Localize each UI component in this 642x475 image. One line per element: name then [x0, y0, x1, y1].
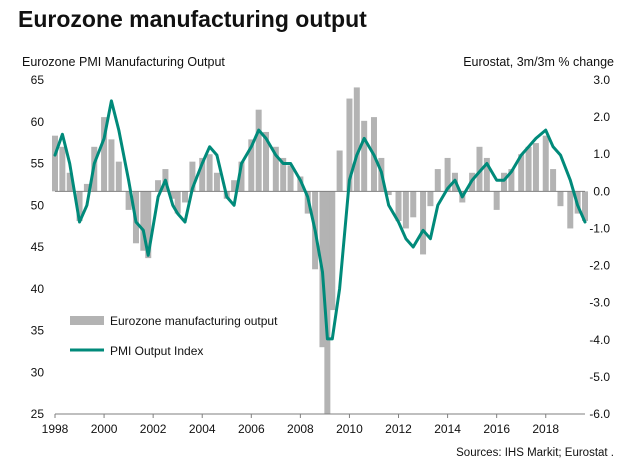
- left-tick-label: 65: [31, 73, 45, 87]
- output-bar: [329, 191, 336, 311]
- output-bar: [231, 180, 238, 192]
- left-tick-label: 40: [31, 282, 45, 296]
- output-bar: [402, 191, 409, 229]
- right-tick-label: -1.0: [589, 221, 610, 235]
- output-bar: [263, 131, 270, 192]
- output-bar: [361, 120, 368, 192]
- right-tick-label: 2.0: [593, 110, 610, 124]
- output-bar: [567, 191, 574, 229]
- right-tick-label: 1.0: [593, 147, 610, 161]
- legend-line-label: PMI Output Index: [110, 344, 203, 358]
- right-tick-label: -4.0: [589, 333, 610, 347]
- output-bar: [280, 157, 287, 192]
- right-tick-label: 3.0: [593, 73, 610, 87]
- x-tick-label: 2012: [385, 422, 412, 436]
- output-bar: [493, 191, 500, 210]
- output-bar: [434, 169, 441, 192]
- left-tick-label: 60: [31, 115, 45, 129]
- output-bar: [385, 191, 392, 196]
- x-tick-label: 2000: [91, 422, 118, 436]
- x-tick-label: 2002: [140, 422, 167, 436]
- pmi-line: [53, 99, 587, 341]
- output-bar: [59, 146, 66, 192]
- output-bar: [550, 169, 557, 192]
- output-bar: [287, 165, 294, 192]
- x-tick-label: 2016: [483, 422, 510, 436]
- output-bar: [248, 139, 255, 192]
- output-bar: [518, 154, 525, 192]
- output-bar: [238, 161, 245, 192]
- output-bar: [582, 191, 588, 222]
- output-bar: [501, 172, 508, 192]
- output-bar: [76, 191, 83, 222]
- output-bar: [174, 191, 181, 214]
- output-bar: [353, 87, 360, 192]
- output-bar: [346, 98, 353, 192]
- x-tick-label: 2008: [287, 422, 314, 436]
- output-bar: [525, 146, 532, 192]
- output-bar: [108, 139, 115, 192]
- output-bar: [66, 172, 73, 192]
- output-bar: [557, 191, 564, 207]
- output-bar: [115, 161, 122, 192]
- output-bar: [532, 143, 539, 192]
- right-tick-label: -5.0: [589, 370, 610, 384]
- legend-bar-label: Eurozone manufacturing output: [110, 314, 278, 328]
- x-tick-label: 2006: [238, 422, 265, 436]
- x-tick-label: 2004: [189, 422, 216, 436]
- output-bar: [155, 180, 162, 192]
- left-axis-label: Eurozone PMI Manufacturing Output: [22, 55, 225, 69]
- x-tick-label: 2010: [336, 422, 363, 436]
- output-bar: [324, 191, 331, 414]
- output-bar: [52, 135, 58, 192]
- output-bar: [83, 183, 90, 192]
- source-note: Sources: IHS Markit; Eurostat .: [456, 447, 614, 459]
- right-tick-label: 0.0: [593, 184, 610, 198]
- right-tick-label: -2.0: [589, 259, 610, 273]
- output-bar: [542, 135, 549, 192]
- output-bar: [213, 172, 220, 192]
- output-bar: [145, 191, 152, 259]
- legend-bar-swatch: [70, 316, 104, 325]
- x-tick-label: 2018: [532, 422, 559, 436]
- output-bar: [420, 191, 427, 255]
- left-tick-label: 35: [31, 324, 45, 338]
- output-bar: [255, 109, 262, 192]
- left-tick-label: 55: [31, 157, 45, 171]
- output-bar: [101, 117, 108, 192]
- output-bar: [169, 191, 176, 199]
- output-bar: [410, 191, 417, 218]
- output-bar: [182, 191, 189, 203]
- output-bar: [206, 154, 213, 192]
- left-tick-label: 25: [31, 407, 45, 421]
- right-tick-label: -3.0: [589, 296, 610, 310]
- output-bar: [140, 191, 147, 251]
- left-tick-label: 50: [31, 198, 45, 212]
- output-bar: [483, 157, 490, 192]
- left-tick-label: 30: [31, 365, 45, 379]
- right-axis-label: Eurostat, 3m/3m % change: [463, 55, 614, 69]
- x-tick-label: 1998: [42, 422, 69, 436]
- left-tick-label: 45: [31, 240, 45, 254]
- right-tick-label: -6.0: [589, 407, 610, 421]
- output-bar: [395, 191, 402, 222]
- output-bar: [444, 157, 451, 192]
- output-bar: [189, 161, 196, 192]
- chart-title: Eurozone manufacturing output: [18, 6, 367, 32]
- output-bar: [508, 169, 515, 192]
- output-bar: [199, 157, 206, 192]
- output-bar: [272, 146, 279, 192]
- output-bar: [427, 191, 434, 207]
- output-bar: [336, 150, 343, 192]
- output-bar: [476, 146, 483, 192]
- x-tick-label: 2014: [434, 422, 461, 436]
- output-bar: [125, 191, 132, 210]
- output-bar: [297, 176, 304, 192]
